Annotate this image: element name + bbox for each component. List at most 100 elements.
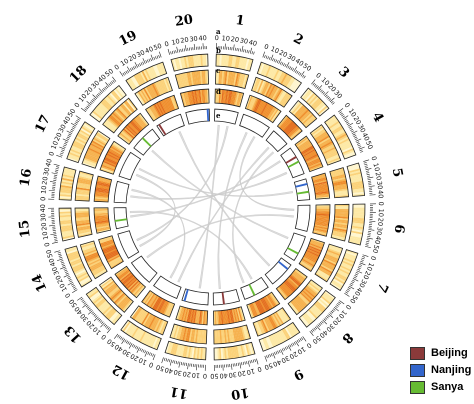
heat-cell bbox=[77, 229, 92, 235]
track-outline bbox=[74, 170, 94, 202]
heat-cell bbox=[224, 54, 228, 67]
heat-cell bbox=[303, 90, 313, 101]
heat-cell bbox=[325, 252, 340, 260]
heat-cell bbox=[109, 312, 120, 323]
heat-cell bbox=[103, 306, 114, 317]
track-a-chr-6 bbox=[348, 203, 366, 246]
heat-cell bbox=[87, 288, 99, 298]
tick-mark bbox=[338, 108, 344, 113]
heat-cell bbox=[84, 154, 99, 162]
heat-cell bbox=[94, 194, 109, 198]
heat-cell bbox=[120, 131, 133, 142]
heat-cell bbox=[167, 97, 175, 111]
heat-cell bbox=[81, 245, 96, 251]
heat-cell bbox=[95, 222, 110, 227]
heat-cell bbox=[102, 244, 116, 252]
heat-cell bbox=[318, 106, 330, 117]
heat-cell bbox=[153, 82, 161, 96]
heat-cell bbox=[182, 345, 187, 358]
heat-cell bbox=[325, 154, 340, 162]
track-outline bbox=[276, 114, 303, 141]
heat-cell bbox=[309, 307, 319, 318]
heat-cell bbox=[108, 115, 121, 127]
heat-cell bbox=[301, 314, 311, 326]
track-outline bbox=[348, 203, 366, 246]
heat-cell bbox=[101, 243, 116, 251]
tick-mark bbox=[99, 91, 102, 95]
heat-cell bbox=[263, 337, 270, 350]
heat-cell bbox=[350, 229, 364, 233]
heat-cell bbox=[75, 218, 90, 222]
heat-cell bbox=[111, 143, 125, 153]
heat-cell bbox=[270, 109, 280, 122]
heat-cell bbox=[351, 188, 365, 192]
heat-cell bbox=[290, 129, 303, 140]
heat-cell bbox=[215, 310, 218, 325]
heat-cell bbox=[121, 299, 133, 312]
heat-cell bbox=[148, 84, 157, 98]
heat-cell bbox=[75, 210, 90, 213]
heat-cell bbox=[139, 71, 147, 83]
heat-cell bbox=[181, 307, 186, 322]
heat-cell bbox=[291, 299, 302, 312]
tick-mark bbox=[249, 47, 252, 54]
heat-cell bbox=[349, 171, 362, 177]
heat-cell bbox=[308, 164, 323, 171]
heat-cell bbox=[178, 57, 183, 70]
heat-cell bbox=[163, 78, 170, 92]
tick-label: 0 bbox=[148, 360, 155, 369]
tick-mark bbox=[104, 324, 108, 328]
heat-cell bbox=[217, 54, 221, 67]
heat-cell bbox=[111, 144, 124, 154]
tick-mark bbox=[56, 258, 63, 262]
heat-cell bbox=[272, 313, 282, 327]
heat-cell bbox=[280, 284, 291, 297]
heat-cell bbox=[141, 290, 152, 303]
heat-cell bbox=[181, 56, 187, 69]
heat-cell bbox=[335, 133, 348, 141]
heat-cell bbox=[332, 180, 347, 185]
tick-mark bbox=[126, 66, 131, 72]
heat-cell bbox=[107, 254, 121, 263]
track-a-chr-13 bbox=[85, 286, 123, 326]
heat-cell bbox=[182, 307, 188, 322]
heat-cell bbox=[104, 120, 117, 131]
tick-mark bbox=[77, 296, 83, 301]
tick-mark bbox=[343, 118, 347, 121]
heat-cell bbox=[109, 259, 123, 268]
heat-cell bbox=[163, 301, 171, 315]
heat-cell bbox=[228, 346, 233, 359]
heat-cell bbox=[178, 73, 184, 88]
link-chr-5-to-chr-17 bbox=[138, 167, 294, 197]
heat-cell bbox=[62, 236, 75, 241]
tick-label: 50 bbox=[311, 334, 322, 345]
heat-cell bbox=[230, 71, 235, 86]
tick-label: 30 bbox=[39, 213, 47, 222]
heat-cell bbox=[332, 227, 348, 232]
heat-cell bbox=[105, 95, 116, 106]
track-a-chr-14 bbox=[64, 245, 93, 288]
tick-mark bbox=[54, 240, 58, 242]
heat-cell bbox=[264, 105, 273, 118]
tick-mark bbox=[355, 273, 359, 276]
heat-cell bbox=[155, 102, 163, 116]
heat-cell bbox=[305, 155, 319, 163]
heat-cell bbox=[150, 295, 160, 309]
heat-cell bbox=[70, 259, 82, 267]
heat-cell bbox=[309, 96, 320, 107]
tick-mark bbox=[119, 71, 124, 77]
heat-cell bbox=[79, 129, 91, 137]
heat-cell bbox=[103, 158, 118, 166]
heat-cell bbox=[161, 301, 169, 315]
tick-mark bbox=[368, 185, 375, 187]
heat-cell bbox=[186, 308, 191, 323]
track-outline bbox=[324, 114, 357, 160]
tick-mark bbox=[282, 63, 285, 67]
heat-cell bbox=[314, 189, 329, 194]
heat-cell bbox=[337, 138, 350, 146]
track-d-chr-14 bbox=[117, 230, 140, 259]
heat-cell bbox=[75, 215, 90, 218]
heat-cell bbox=[321, 145, 336, 154]
heat-cell bbox=[290, 323, 299, 335]
tick-label: 20 bbox=[54, 274, 65, 285]
